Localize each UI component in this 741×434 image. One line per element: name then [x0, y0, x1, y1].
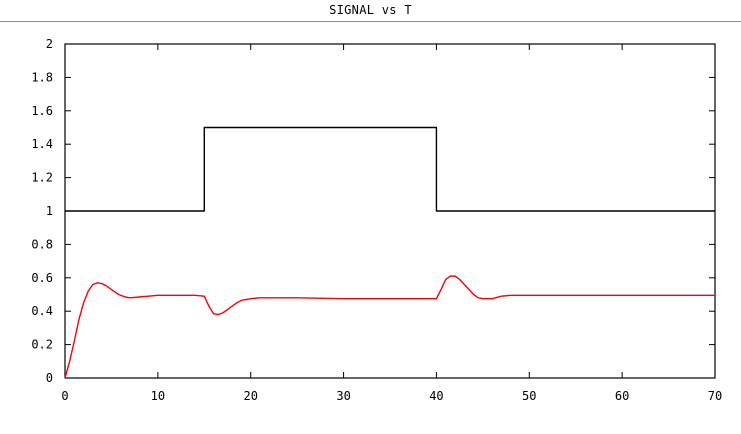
window-title: SIGNAL vs T [329, 3, 412, 17]
x-tick-label: 20 [243, 389, 257, 403]
x-tick-label: 10 [151, 389, 165, 403]
x-tick-label: 70 [708, 389, 722, 403]
x-tick-label: 40 [429, 389, 443, 403]
series-line-black [65, 126, 715, 212]
x-tick-label: 60 [615, 389, 629, 403]
x-tick-label: 30 [336, 389, 350, 403]
x-tick-label: 50 [522, 389, 536, 403]
y-tick-label: 1.4 [31, 137, 53, 151]
series-line-red [64, 275, 715, 379]
y-tick-label: 0.8 [31, 237, 53, 251]
y-tick-label: 1.2 [31, 171, 53, 185]
y-tick-label: 0 [46, 371, 53, 385]
y-tick-label: 2 [46, 37, 53, 51]
y-tick-label: 0.6 [31, 271, 53, 285]
y-tick-label: 0.2 [31, 338, 53, 352]
y-tick-label: 0.4 [31, 304, 53, 318]
window-title-bar: SIGNAL vs T [0, 0, 741, 22]
y-tick-label: 1.8 [31, 70, 53, 84]
y-tick-label: 1.6 [31, 104, 53, 118]
y-tick-label: 1 [46, 204, 53, 218]
x-tick-label: 0 [61, 389, 68, 403]
